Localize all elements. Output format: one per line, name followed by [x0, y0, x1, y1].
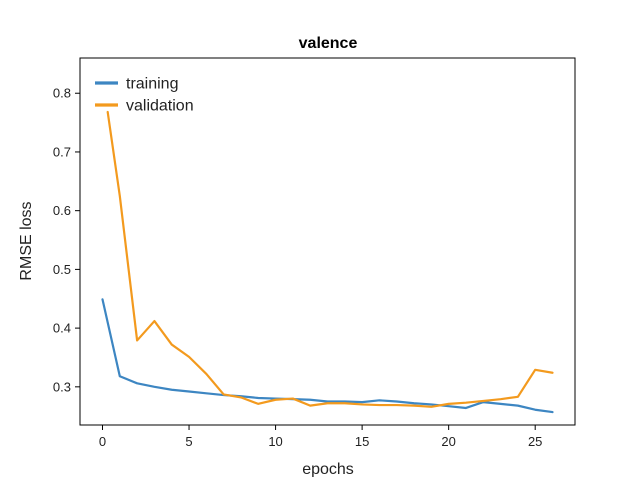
legend-label-training: training — [126, 76, 178, 93]
y-axis: 0.3 0.4 0.5 0.6 0.7 0.8 — [53, 86, 80, 394]
y-tick-label: 0.6 — [53, 203, 71, 218]
x-tick-label: 5 — [185, 434, 192, 449]
x-tick-label: 20 — [441, 434, 455, 449]
x-tick-label: 15 — [355, 434, 369, 449]
y-tick-label: 0.4 — [53, 321, 71, 336]
legend: training validation — [95, 76, 194, 115]
series-layer — [101, 110, 554, 414]
x-tick-label: 10 — [268, 434, 282, 449]
series-line-validation — [106, 110, 554, 408]
y-tick-label: 0.8 — [53, 86, 71, 101]
chart-title: valence — [299, 35, 358, 52]
plot-area-frame — [79, 57, 576, 426]
x-tick-label: 0 — [99, 434, 106, 449]
y-tick-label: 0.7 — [53, 144, 71, 159]
series-line-training — [101, 298, 554, 414]
x-tick-label: 25 — [528, 434, 542, 449]
y-axis-label: RMSE loss — [18, 201, 35, 280]
x-axis: 0 5 10 15 20 25 — [99, 425, 542, 449]
y-tick-label: 0.3 — [53, 379, 71, 394]
legend-label-validation: validation — [126, 98, 194, 115]
y-tick-label: 0.5 — [53, 262, 71, 277]
x-axis-label: epochs — [302, 461, 354, 477]
